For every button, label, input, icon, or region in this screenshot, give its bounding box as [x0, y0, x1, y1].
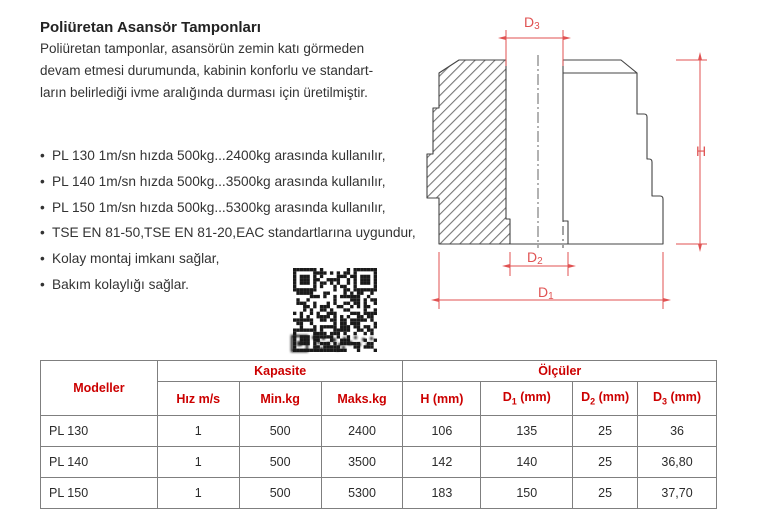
svg-text:D3: D3 [524, 14, 540, 32]
svg-text:D2: D2 [527, 249, 543, 267]
svg-text:H: H [696, 143, 706, 159]
svg-text:D1: D1 [538, 284, 554, 302]
